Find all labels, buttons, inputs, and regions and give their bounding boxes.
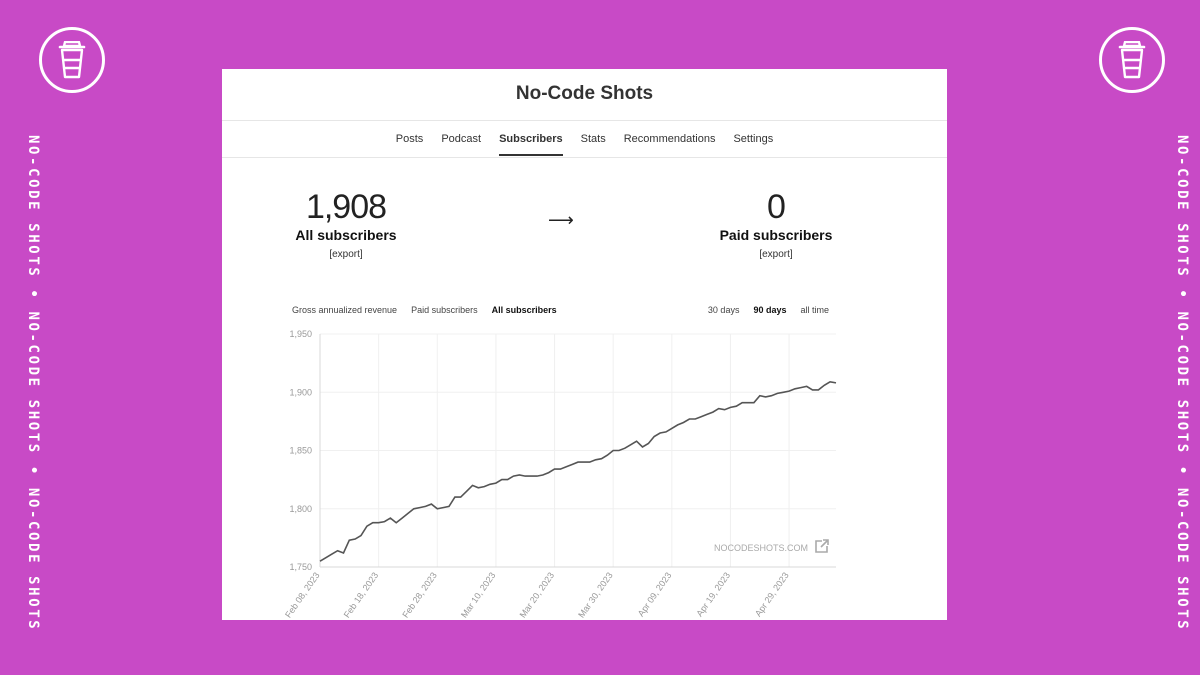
external-link-icon-box	[815, 540, 828, 553]
chart-range-filters: 30 days 90 days all time	[708, 305, 829, 315]
range-all-time[interactable]: all time	[800, 305, 829, 315]
publication-title: No-Code Shots	[515, 83, 654, 104]
x-tick-label: Mar 20, 2023	[518, 570, 557, 619]
x-tick-label: Mar 30, 2023	[576, 570, 615, 619]
paid-subscribers-count: 0	[767, 188, 786, 226]
external-link-icon	[815, 539, 829, 553]
x-tick-label: Feb 08, 2023	[283, 570, 322, 619]
nav-tab-recommendations[interactable]: Recommendations	[623, 133, 716, 145]
filter-all-subscribers[interactable]: All subscribers	[491, 305, 557, 315]
header-divider	[222, 120, 947, 121]
external-link-icon-arrow	[820, 539, 829, 548]
nav-divider	[222, 157, 947, 158]
x-tick-label: Feb 28, 2023	[400, 570, 439, 619]
y-tick-label: 1,750	[289, 562, 312, 572]
watermark-text: NOCODESHOTS.COM	[714, 543, 808, 553]
y-tick-label: 1,850	[289, 446, 312, 456]
all-subscribers-count: 1,908	[305, 188, 387, 226]
x-tick-label: Apr 19, 2023	[694, 570, 732, 618]
filter-paid-subscribers[interactable]: Paid subscribers	[411, 305, 478, 315]
paid-subscribers-label: Paid subscribers	[719, 227, 833, 243]
paid-subscribers-stat: 0 Paid subscribers [export]	[706, 187, 846, 260]
export-paid-subscribers-link[interactable]: [export]	[759, 249, 793, 260]
subscribers-dashboard-card: No-Code Shots Posts Podcast Subscribers …	[222, 69, 947, 620]
y-tick-label: 1,950	[289, 329, 312, 339]
filter-gross-annualized-revenue[interactable]: Gross annualized revenue	[292, 305, 398, 315]
nav-tab-subscribers[interactable]: Subscribers	[499, 133, 563, 156]
nav-tab-podcast[interactable]: Podcast	[441, 133, 482, 145]
chart-metric-filters: Gross annualized revenue Paid subscriber…	[292, 305, 557, 315]
x-tick-label: Mar 10, 2023	[459, 570, 498, 619]
export-all-subscribers-link[interactable]: [export]	[329, 249, 363, 260]
y-tick-label: 1,800	[289, 504, 312, 514]
x-tick-label: Apr 09, 2023	[636, 570, 674, 618]
coffee-cup-logo-right	[1099, 27, 1165, 93]
coffee-cup-icon	[58, 41, 86, 79]
all-subscribers-label: All subscribers	[295, 227, 397, 243]
range-30-days[interactable]: 30 days	[707, 305, 740, 315]
coffee-cup-icon	[1118, 41, 1146, 79]
coffee-cup-logo-left	[39, 27, 105, 93]
nav-tab-posts[interactable]: Posts	[395, 133, 424, 145]
dashboard-nav: Posts Podcast Subscribers Stats Recommen…	[222, 133, 947, 156]
range-90-days[interactable]: 90 days	[753, 305, 787, 315]
side-brand-text-right: NO-CODE SHOTS • NO-CODE SHOTS • NO-CODE …	[1174, 135, 1190, 635]
all-subscribers-stat: 1,908 All subscribers [export]	[276, 187, 416, 260]
nav-tab-stats[interactable]: Stats	[580, 133, 606, 145]
side-brand-text-left: NO-CODE SHOTS • NO-CODE SHOTS • NO-CODE …	[25, 135, 41, 635]
x-tick-label: Feb 18, 2023	[342, 570, 381, 619]
y-tick-label: 1,900	[289, 387, 312, 397]
long-arrow-right-icon: ⟶	[548, 210, 574, 230]
x-tick-label: Apr 29, 2023	[753, 570, 791, 618]
nav-tab-settings[interactable]: Settings	[733, 133, 774, 145]
all-subscribers-series-line	[319, 380, 837, 562]
